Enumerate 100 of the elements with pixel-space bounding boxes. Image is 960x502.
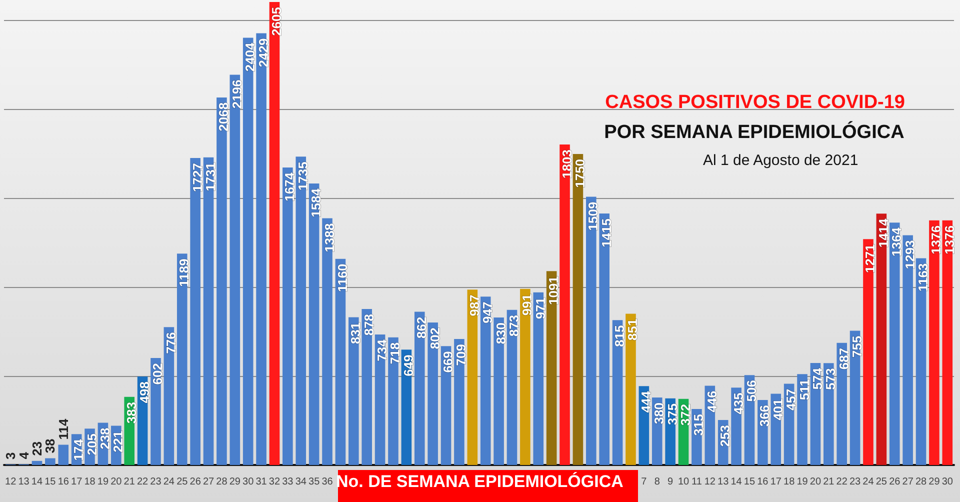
- x-tick-label: 8: [654, 476, 660, 488]
- x-tick-label: 11: [692, 476, 702, 488]
- x-tick-label: 32: [268, 476, 280, 488]
- data-label: 734: [374, 338, 390, 362]
- annotation: Al 1 de Agosto de 2021: [703, 152, 858, 169]
- x-tick-label: 12: [5, 476, 17, 488]
- data-label: 315: [691, 414, 706, 436]
- data-label: 573: [823, 368, 838, 390]
- data-label: 1750: [572, 158, 588, 188]
- data-label: 375: [664, 403, 680, 426]
- data-label: 380: [652, 402, 667, 424]
- data-label: 366: [757, 404, 772, 427]
- x-tick-label: 31: [256, 476, 268, 488]
- x-tick-label: 18: [784, 476, 796, 488]
- x-tick-label: 22: [136, 476, 149, 488]
- x-tick-label: 30: [942, 476, 954, 488]
- x-tick-label: 14: [730, 476, 742, 488]
- data-label: 1376: [928, 225, 944, 254]
- text: CASOS POSITIVOS DE COVID-19: [605, 92, 905, 113]
- x-tick-label: 35: [308, 476, 320, 488]
- data-label: 2068: [216, 102, 232, 132]
- x-tick-label: 23: [849, 476, 862, 488]
- data-label: 23: [29, 441, 44, 456]
- data-label: 457: [784, 388, 799, 410]
- text: POR SEMANA EPIDEMIOLÓGICA: [604, 121, 905, 143]
- data-label: 372: [678, 404, 694, 426]
- data-label: 511: [796, 379, 812, 400]
- data-label: 2404: [242, 42, 258, 72]
- data-label: 401: [770, 398, 786, 420]
- x-tick-label: 18: [84, 476, 96, 488]
- data-label: 3: [3, 452, 18, 460]
- x-tick-label: 9: [668, 476, 674, 488]
- data-label: 506: [744, 380, 759, 402]
- data-label: 205: [84, 434, 100, 456]
- data-label: 851: [625, 318, 640, 340]
- data-label: 1414: [876, 218, 891, 248]
- data-label: 862: [414, 316, 430, 338]
- data-label: 1160: [334, 264, 350, 292]
- data-label: 498: [137, 381, 152, 404]
- x-tick-label: 36: [322, 476, 334, 488]
- data-label: 878: [361, 314, 376, 336]
- data-label: 602: [150, 363, 166, 385]
- data-label: 1731: [203, 162, 218, 192]
- data-label: 221: [110, 430, 126, 452]
- x-tick-label: 16: [757, 476, 769, 488]
- x-tick-label: 17: [770, 476, 782, 488]
- x-tick-label: 23: [150, 476, 162, 488]
- x-tick-label: 22: [836, 476, 848, 488]
- x-tick-label: 24: [862, 476, 874, 488]
- data-label: 830: [493, 322, 508, 344]
- data-label: 873: [506, 314, 522, 337]
- data-label: 1803: [559, 150, 574, 178]
- x-tick-label: 25: [876, 476, 888, 488]
- data-label: 991: [520, 294, 535, 316]
- data-label: 114: [56, 418, 71, 440]
- x-tick-label: 15: [744, 476, 756, 488]
- x-tick-label: 30: [242, 476, 254, 488]
- x-tick-label: 29: [928, 476, 940, 488]
- x-tick-label: 21: [124, 476, 136, 488]
- data-label: 574: [810, 367, 825, 390]
- data-label: 1376: [942, 225, 957, 254]
- data-label: 435: [730, 392, 746, 414]
- x-tick-label: 26: [889, 476, 901, 488]
- data-label: 947: [480, 302, 496, 324]
- data-label: 649: [400, 354, 416, 376]
- data-label: 1293: [902, 240, 918, 270]
- data-label: 1415: [598, 218, 614, 248]
- data-label: 444: [638, 390, 654, 413]
- data-label: 38: [42, 438, 58, 454]
- x-tick-label: 34: [295, 476, 307, 488]
- data-label: 2196: [229, 80, 244, 109]
- x-tick-label: 24: [163, 476, 175, 488]
- data-label: 755: [850, 336, 865, 358]
- data-label: 971: [532, 297, 548, 320]
- x-tick-label: 12: [704, 476, 716, 488]
- x-tick-label: 33: [282, 476, 294, 488]
- data-label: 1509: [586, 202, 601, 231]
- x-tick-label: 29: [229, 476, 241, 488]
- data-label: 1364: [889, 226, 904, 256]
- data-label: 709: [454, 344, 469, 366]
- data-label: 802: [427, 327, 442, 350]
- data-label: 1735: [295, 162, 310, 191]
- x-tick-label: 19: [97, 476, 109, 488]
- data-label: 815: [612, 325, 628, 347]
- data-label: 2429: [256, 38, 271, 68]
- data-label: 1189: [176, 258, 192, 287]
- x-tick-label: 27: [902, 476, 914, 488]
- data-label: 2605: [268, 7, 284, 36]
- data-label: 1091: [546, 276, 562, 306]
- data-label: 1163: [916, 263, 931, 292]
- x-tick-label: 13: [18, 476, 30, 488]
- x-tick-label: 10: [678, 476, 690, 488]
- data-label: 687: [836, 348, 852, 370]
- x-tick-label: 15: [44, 476, 56, 488]
- data-label: 1584: [308, 188, 324, 218]
- data-label: 1388: [322, 223, 337, 252]
- x-tick-label: 28: [915, 476, 928, 488]
- data-label: 253: [718, 425, 733, 447]
- data-label: 987: [466, 294, 482, 316]
- data-label: 238: [97, 428, 112, 450]
